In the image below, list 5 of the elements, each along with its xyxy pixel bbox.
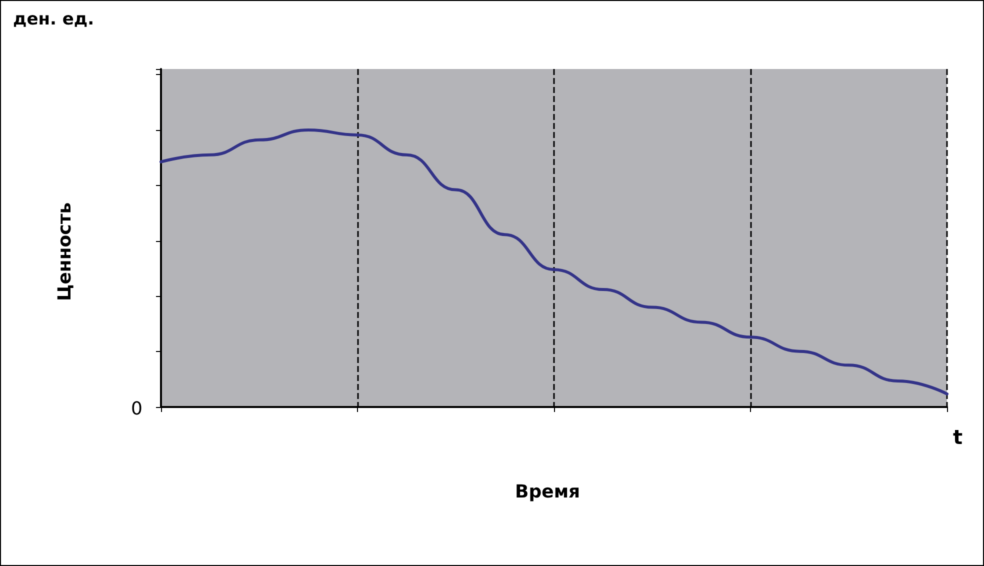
text: ден. ед. — [13, 10, 94, 30]
text: t — [953, 425, 963, 449]
y-axis-title: Ценность — [54, 202, 76, 301]
text: 0 — [131, 398, 142, 420]
x-axis-title: Время — [515, 482, 580, 502]
